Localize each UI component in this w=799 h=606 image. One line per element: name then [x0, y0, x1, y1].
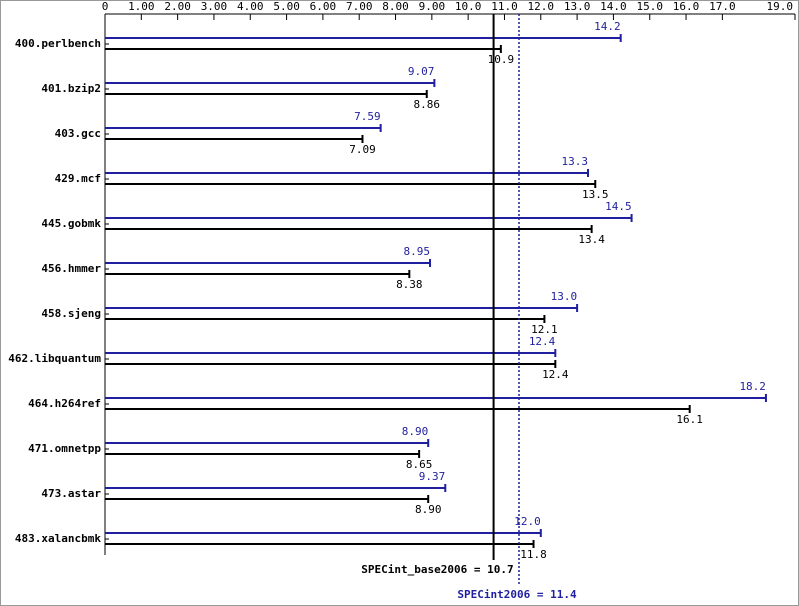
value-label: 13.3 — [562, 155, 589, 168]
x-tick-label: 7.00 — [346, 0, 373, 13]
x-tick-label: 15.0 — [636, 0, 663, 13]
reference-label: SPECint2006 = 11.4 — [457, 588, 577, 601]
value-label: 16.1 — [676, 413, 703, 426]
value-label: 12.4 — [542, 368, 569, 381]
category-label: 403.gcc — [55, 127, 101, 140]
category-label: 462.libquantum — [8, 352, 101, 365]
value-label: 8.90 — [415, 503, 442, 516]
value-label: 8.38 — [396, 278, 423, 291]
value-label: 14.2 — [594, 20, 621, 33]
reference-label: SPECint_base2006 = 10.7 — [361, 563, 513, 576]
x-tick-label: 5.00 — [273, 0, 300, 13]
category-label: 471.omnetpp — [28, 442, 101, 455]
value-label: 13.0 — [551, 290, 578, 303]
value-label: 13.4 — [578, 233, 605, 246]
category-label: 458.sjeng — [41, 307, 101, 320]
value-label: 12.0 — [514, 515, 541, 528]
value-label: 8.90 — [402, 425, 429, 438]
x-tick-label: 9.00 — [419, 0, 446, 13]
value-label: 13.5 — [582, 188, 609, 201]
category-label: 473.astar — [41, 487, 101, 500]
value-label: 9.37 — [419, 470, 446, 483]
x-tick-label: 17.0 — [709, 0, 736, 13]
value-label: 11.8 — [520, 548, 547, 561]
category-label: 483.xalancbmk — [15, 532, 101, 545]
x-tick-label: 10.0 — [455, 0, 482, 13]
category-label: 400.perlbench — [15, 37, 101, 50]
value-label: 7.59 — [354, 110, 381, 123]
category-label: 401.bzip2 — [41, 82, 101, 95]
category-label: 456.hmmer — [41, 262, 101, 275]
value-label: 9.07 — [408, 65, 435, 78]
x-tick-label: 1.00 — [128, 0, 155, 13]
x-tick-label: 12.0 — [528, 0, 555, 13]
category-label: 445.gobmk — [41, 217, 101, 230]
category-label: 464.h264ref — [28, 397, 101, 410]
value-label: 18.2 — [739, 380, 766, 393]
value-label: 8.95 — [404, 245, 431, 258]
x-tick-label: 19.0 — [767, 0, 794, 13]
x-tick-label: 14.0 — [600, 0, 627, 13]
x-tick-label: 0 — [102, 0, 109, 13]
x-tick-label: 4.00 — [237, 0, 264, 13]
category-label: 429.mcf — [55, 172, 101, 185]
x-tick-label: 11.0 — [491, 0, 518, 13]
value-label: 7.09 — [349, 143, 376, 156]
value-label: 12.4 — [529, 335, 556, 348]
x-tick-label: 2.00 — [164, 0, 191, 13]
value-label: 8.65 — [406, 458, 433, 471]
x-tick-label: 6.00 — [310, 0, 337, 13]
x-tick-label: 8.00 — [382, 0, 409, 13]
value-label: 12.1 — [531, 323, 558, 336]
x-tick-label: 3.00 — [201, 0, 228, 13]
x-tick-label: 13.0 — [564, 0, 591, 13]
value-label: 14.5 — [605, 200, 632, 213]
value-label: 10.9 — [488, 53, 515, 66]
value-label: 8.86 — [414, 98, 441, 111]
x-tick-label: 16.0 — [673, 0, 700, 13]
